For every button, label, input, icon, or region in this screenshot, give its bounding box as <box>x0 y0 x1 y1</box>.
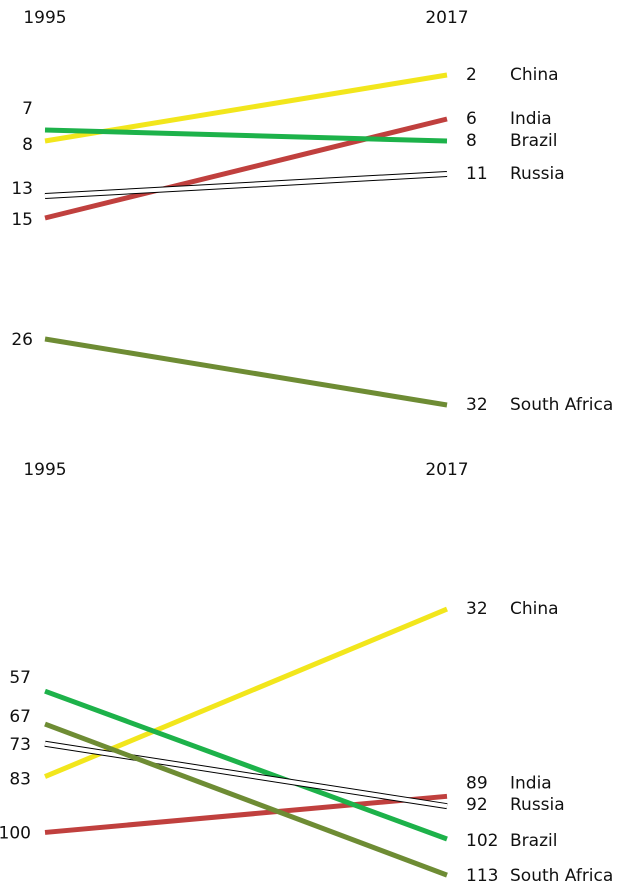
line <box>44 688 448 842</box>
series-name: South Africa <box>510 395 613 415</box>
value-label: 102 <box>466 831 498 851</box>
value-label: 15 <box>11 210 33 230</box>
line <box>44 127 448 144</box>
value-label: 67 <box>9 707 31 727</box>
series-name: Russia <box>510 795 565 815</box>
line <box>44 793 448 835</box>
series-name: Brazil <box>510 831 557 851</box>
line <box>44 721 448 878</box>
line <box>44 741 448 809</box>
series-name: Brazil <box>510 131 557 151</box>
x-label: 2017 <box>425 460 468 480</box>
series-name: India <box>510 773 552 793</box>
value-label: 73 <box>9 735 31 755</box>
value-label: 11 <box>466 164 488 184</box>
value-label: 8 <box>466 131 477 151</box>
value-label: 32 <box>466 395 488 415</box>
line <box>44 336 448 408</box>
value-label: 57 <box>9 668 31 688</box>
x-label: 2017 <box>425 8 468 28</box>
value-label: 32 <box>466 599 488 619</box>
line <box>44 116 448 221</box>
value-label: 13 <box>11 179 33 199</box>
value-label: 100 <box>0 823 31 843</box>
x-label: 1995 <box>23 8 66 28</box>
line <box>44 172 448 198</box>
value-label: 83 <box>9 770 31 790</box>
series-name: India <box>510 109 552 129</box>
value-label: 113 <box>466 866 498 886</box>
x-label: 1995 <box>23 460 66 480</box>
value-label: 26 <box>11 330 33 350</box>
value-label: 89 <box>466 773 488 793</box>
value-label: 92 <box>466 795 488 815</box>
value-label: 8 <box>22 135 33 155</box>
value-label: 2 <box>466 65 477 85</box>
value-label: 7 <box>22 99 33 119</box>
series-name: China <box>510 599 559 619</box>
series-name: South Africa <box>510 866 613 886</box>
value-label: 6 <box>466 109 477 129</box>
series-name: China <box>510 65 559 85</box>
series-name: Russia <box>510 164 565 184</box>
